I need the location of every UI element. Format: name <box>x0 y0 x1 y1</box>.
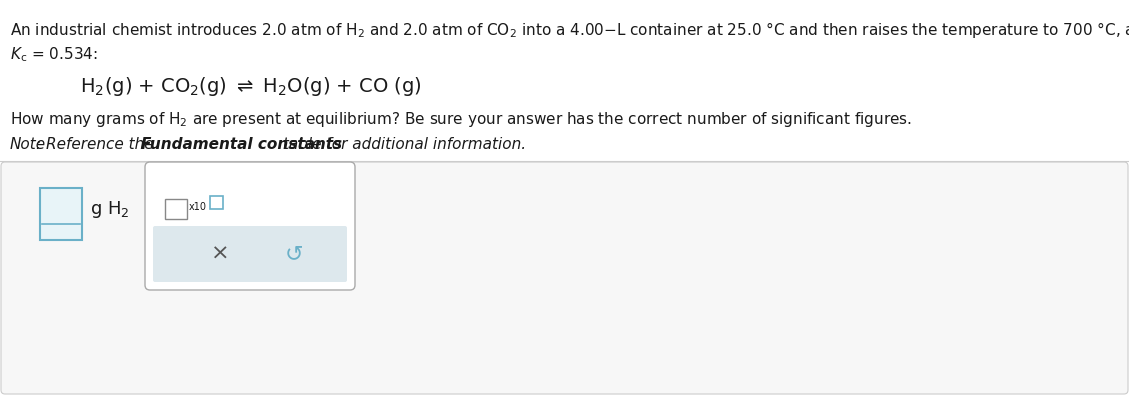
Text: H$_2$(g) + CO$_2$(g) $\rightleftharpoons$ H$_2$O(g) + CO (g): H$_2$(g) + CO$_2$(g) $\rightleftharpoons… <box>80 75 421 98</box>
FancyBboxPatch shape <box>145 162 355 290</box>
Text: ↺: ↺ <box>285 244 304 264</box>
FancyBboxPatch shape <box>154 226 347 282</box>
Text: ×: × <box>211 244 229 264</box>
Text: $K_\mathrm{c}$ = 0.534:: $K_\mathrm{c}$ = 0.534: <box>10 45 98 64</box>
FancyBboxPatch shape <box>40 188 82 240</box>
Text: An industrial chemist introduces 2.0 atm of H$_2$ and 2.0 atm of CO$_2$ into a 4: An industrial chemist introduces 2.0 atm… <box>10 20 1129 40</box>
Text: Note: Note <box>10 137 46 152</box>
FancyBboxPatch shape <box>210 196 224 209</box>
Text: How many grams of H$_2$ are present at equilibrium? Be sure your answer has the : How many grams of H$_2$ are present at e… <box>10 110 912 129</box>
Text: Fundamental constants: Fundamental constants <box>141 137 342 152</box>
Text: : Reference the: : Reference the <box>36 137 159 152</box>
Text: x10: x10 <box>189 202 207 212</box>
FancyBboxPatch shape <box>1 162 1128 394</box>
FancyBboxPatch shape <box>165 199 187 219</box>
Text: g H$_2$: g H$_2$ <box>90 199 130 220</box>
Text: table for additional information.: table for additional information. <box>279 137 526 152</box>
